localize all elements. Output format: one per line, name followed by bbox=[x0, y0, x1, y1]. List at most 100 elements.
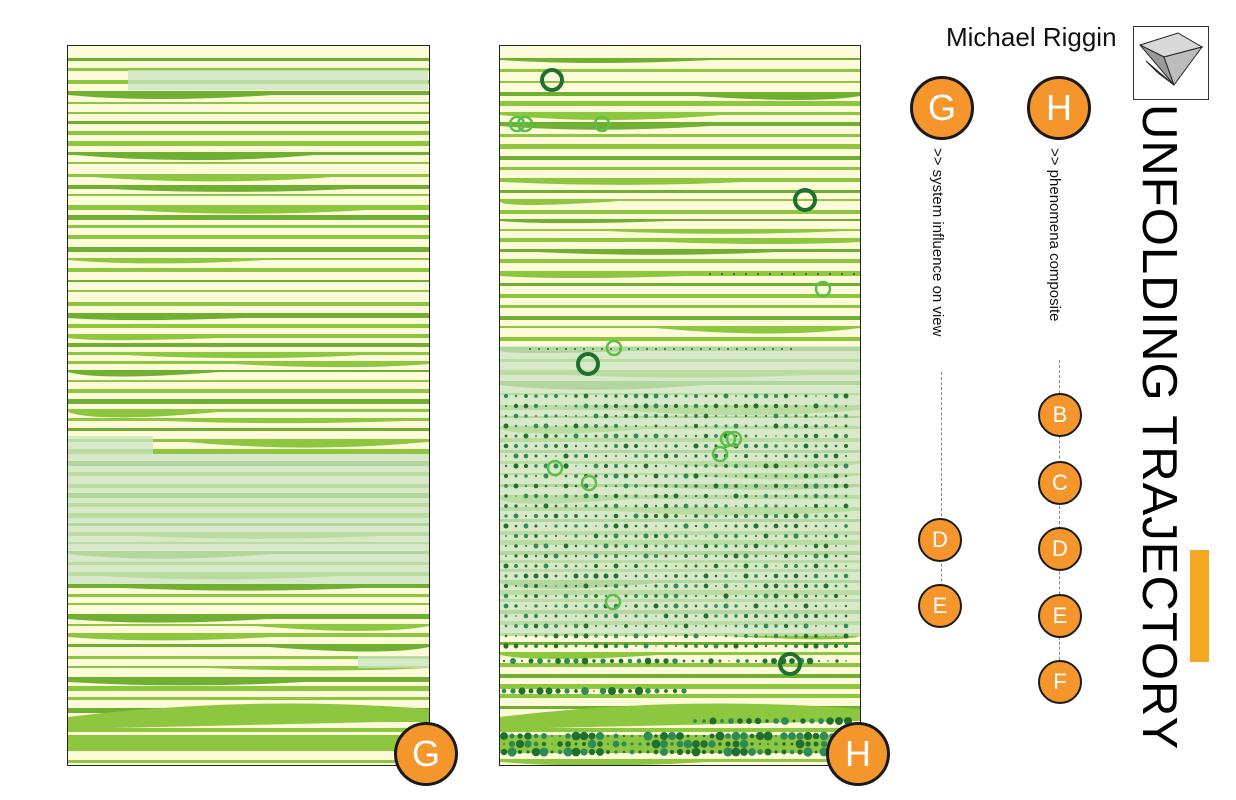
dot-marker bbox=[715, 525, 717, 527]
dot-marker bbox=[804, 454, 808, 458]
dot-marker bbox=[603, 473, 609, 479]
dot-marker bbox=[753, 643, 759, 649]
dot-marker bbox=[518, 687, 526, 695]
dot-marker bbox=[651, 739, 661, 749]
dot-marker bbox=[694, 544, 698, 548]
dot-marker bbox=[510, 658, 516, 664]
dot-marker bbox=[844, 454, 848, 458]
dot-marker bbox=[755, 455, 757, 457]
dot-marker bbox=[517, 733, 523, 739]
dot-marker bbox=[845, 595, 847, 597]
dot-marker bbox=[613, 463, 619, 469]
legend-g-badge: G bbox=[910, 76, 974, 140]
dot-marker bbox=[724, 464, 728, 468]
dot-marker bbox=[790, 742, 794, 746]
dot-marker bbox=[653, 513, 659, 519]
dot-marker bbox=[523, 523, 529, 529]
stripe bbox=[500, 294, 860, 298]
dot-marker bbox=[715, 495, 717, 497]
legend-h-item-e: E bbox=[1038, 594, 1082, 638]
dot-marker bbox=[674, 574, 678, 578]
dot-marker bbox=[794, 494, 798, 498]
stripe bbox=[500, 759, 860, 765]
dot-marker bbox=[614, 624, 618, 628]
dot-marker bbox=[844, 424, 848, 428]
legend-h-connector bbox=[1059, 360, 1060, 680]
stripe bbox=[68, 449, 429, 454]
dot-marker bbox=[564, 554, 568, 558]
dot-marker bbox=[614, 750, 618, 754]
dot-marker bbox=[844, 414, 848, 418]
stripe bbox=[68, 313, 429, 321]
dot-marker bbox=[585, 645, 587, 647]
dot-marker bbox=[528, 688, 534, 694]
dot-marker bbox=[834, 504, 838, 508]
dot-marker bbox=[624, 564, 628, 568]
dot-marker bbox=[844, 494, 848, 498]
dot-marker bbox=[543, 623, 549, 629]
dot-marker bbox=[843, 393, 849, 399]
dot-marker bbox=[628, 689, 632, 693]
dot-marker bbox=[814, 414, 818, 418]
dot-marker bbox=[584, 444, 588, 448]
dot-marker bbox=[700, 348, 702, 350]
dot-marker bbox=[724, 404, 728, 408]
dot-marker bbox=[709, 273, 711, 275]
stripe bbox=[68, 584, 429, 591]
dot-marker bbox=[804, 404, 808, 408]
dot-marker bbox=[724, 524, 728, 528]
dot-marker bbox=[743, 543, 749, 549]
dot-marker bbox=[684, 564, 688, 568]
dot-marker bbox=[534, 534, 538, 538]
dot-marker bbox=[754, 624, 758, 628]
dot-marker bbox=[703, 433, 709, 439]
dot-marker bbox=[826, 717, 834, 725]
dot-marker bbox=[514, 574, 518, 578]
dot-marker bbox=[743, 613, 749, 619]
dot-marker bbox=[625, 615, 627, 617]
dot-marker bbox=[604, 534, 608, 538]
dot-marker bbox=[715, 731, 725, 741]
dot-marker bbox=[794, 634, 798, 638]
legend-h-label: >> phenomena composite bbox=[1046, 148, 1063, 322]
dot-marker bbox=[564, 584, 568, 588]
dot-marker bbox=[534, 454, 538, 458]
dot-marker bbox=[514, 434, 518, 438]
dot-marker bbox=[803, 443, 809, 449]
dot-marker bbox=[704, 404, 708, 408]
dot-marker bbox=[574, 414, 578, 418]
dot-marker bbox=[664, 604, 668, 608]
dot-marker bbox=[819, 731, 829, 741]
dot-marker bbox=[684, 494, 688, 498]
dot-marker bbox=[575, 465, 577, 467]
dot-marker bbox=[645, 585, 647, 587]
dot-marker bbox=[643, 573, 649, 579]
dot-marker bbox=[604, 424, 608, 428]
stripe bbox=[500, 674, 860, 678]
dot-marker bbox=[534, 444, 538, 448]
dot-marker bbox=[543, 573, 549, 579]
dot-marker bbox=[664, 348, 666, 350]
stripe bbox=[68, 428, 429, 431]
dot-marker bbox=[555, 585, 557, 587]
dot-marker bbox=[533, 513, 539, 519]
dot-marker bbox=[654, 454, 658, 458]
dot-marker bbox=[653, 603, 659, 609]
dot-marker bbox=[763, 463, 769, 469]
dot-marker bbox=[774, 444, 778, 448]
stripe bbox=[500, 101, 860, 106]
stripe bbox=[68, 225, 429, 228]
folded-origami-icon bbox=[1133, 26, 1209, 100]
dot-marker bbox=[803, 433, 809, 439]
dot-marker bbox=[604, 514, 608, 518]
dot-marker bbox=[503, 583, 509, 589]
dot-marker bbox=[604, 494, 608, 498]
stripe bbox=[68, 58, 429, 61]
dot-marker bbox=[694, 734, 698, 738]
dot-marker bbox=[543, 503, 549, 509]
dot-marker bbox=[534, 564, 538, 568]
ring-marker bbox=[546, 459, 564, 477]
dot-marker bbox=[574, 348, 576, 350]
dot-marker bbox=[725, 415, 727, 417]
dot-marker bbox=[554, 394, 558, 398]
